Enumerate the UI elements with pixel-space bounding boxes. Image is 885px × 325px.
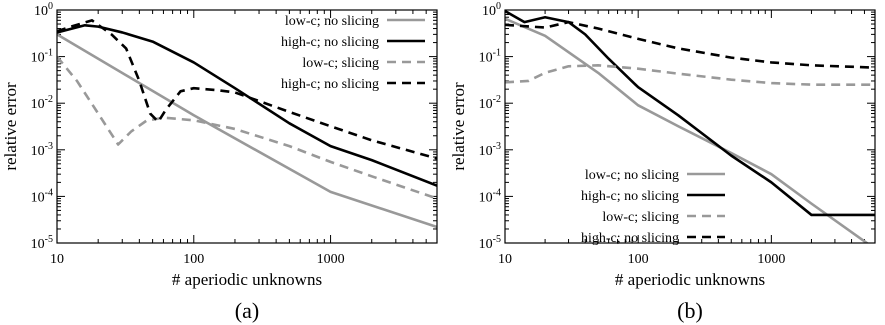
- y-tick-label: 100: [482, 1, 501, 19]
- panel-label: (b): [677, 298, 703, 323]
- series-line-3: [57, 55, 437, 200]
- y-tick-label: 10-1: [479, 48, 501, 66]
- series-line-3: [505, 64, 875, 86]
- y-tick-label: 10-2: [31, 94, 53, 112]
- x-tick-label: 100: [628, 252, 649, 267]
- y-tick-label: 10-2: [479, 94, 501, 112]
- x-tick-label: 10: [50, 252, 64, 267]
- legend: low-c; no slicing high-c; no slicing low-c…: [281, 14, 425, 92]
- y-tick-label: 10-3: [479, 141, 501, 159]
- y-tick-label: 100: [34, 1, 53, 19]
- y-axis-label: relative error: [1, 82, 20, 171]
- x-axis-label: # aperiodic unknowns: [615, 270, 765, 289]
- y-tick-label: 10-1: [31, 48, 53, 66]
- panel-label: (a): [235, 298, 259, 323]
- series-line-4: [57, 19, 437, 160]
- series-line-1: [505, 17, 870, 243]
- legend-label-4: high-c; no slicing: [281, 77, 379, 92]
- y-tick-label: 10-4: [479, 187, 501, 205]
- legend-label-4: high-c; no slicing: [581, 231, 679, 246]
- legend-label-3: low-c; slicing: [602, 210, 679, 225]
- legend-label-2: high-c; no slicing: [281, 35, 379, 50]
- plot-frame: [504, 9, 876, 244]
- legend-label-1: low-c; no slicing: [585, 168, 679, 183]
- series-line-1: [57, 33, 437, 229]
- legend: low-c; no slicing high-c; no slicing low-c…: [581, 168, 725, 246]
- x-tick-label: 1000: [317, 252, 345, 267]
- plot-frame: [56, 9, 438, 244]
- legend-label-1: low-c; no slicing: [285, 14, 379, 29]
- chart-panel-2: 10 100 1000 100 10-1 10-2 10-3 10-4 10-5 # aperio…: [449, 1, 876, 323]
- legend-label-2: high-c; no slicing: [581, 189, 679, 204]
- x-tick-label: 100: [183, 252, 204, 267]
- y-tick-label: 10-4: [31, 187, 53, 205]
- series-line-2: [505, 10, 875, 217]
- chart-panel-1: 10 100 1000 100 10-1 10-2 10-3 10-4 10-5 # aperio…: [1, 1, 438, 323]
- y-tick-label: 10-5: [31, 234, 53, 252]
- x-tick-label: 10: [498, 252, 512, 267]
- y-axis-label: relative error: [449, 82, 468, 171]
- y-tick-label: 10-3: [31, 141, 53, 159]
- y-tick-label: 10-5: [479, 234, 501, 252]
- x-tick-label: 1000: [757, 252, 785, 267]
- series-line-2: [57, 23, 437, 187]
- legend-label-3: low-c; slicing: [302, 56, 379, 71]
- tick-marks: [56, 10, 438, 244]
- x-axis-label: # aperiodic unknowns: [172, 270, 322, 289]
- series-line-4: [505, 20, 875, 69]
